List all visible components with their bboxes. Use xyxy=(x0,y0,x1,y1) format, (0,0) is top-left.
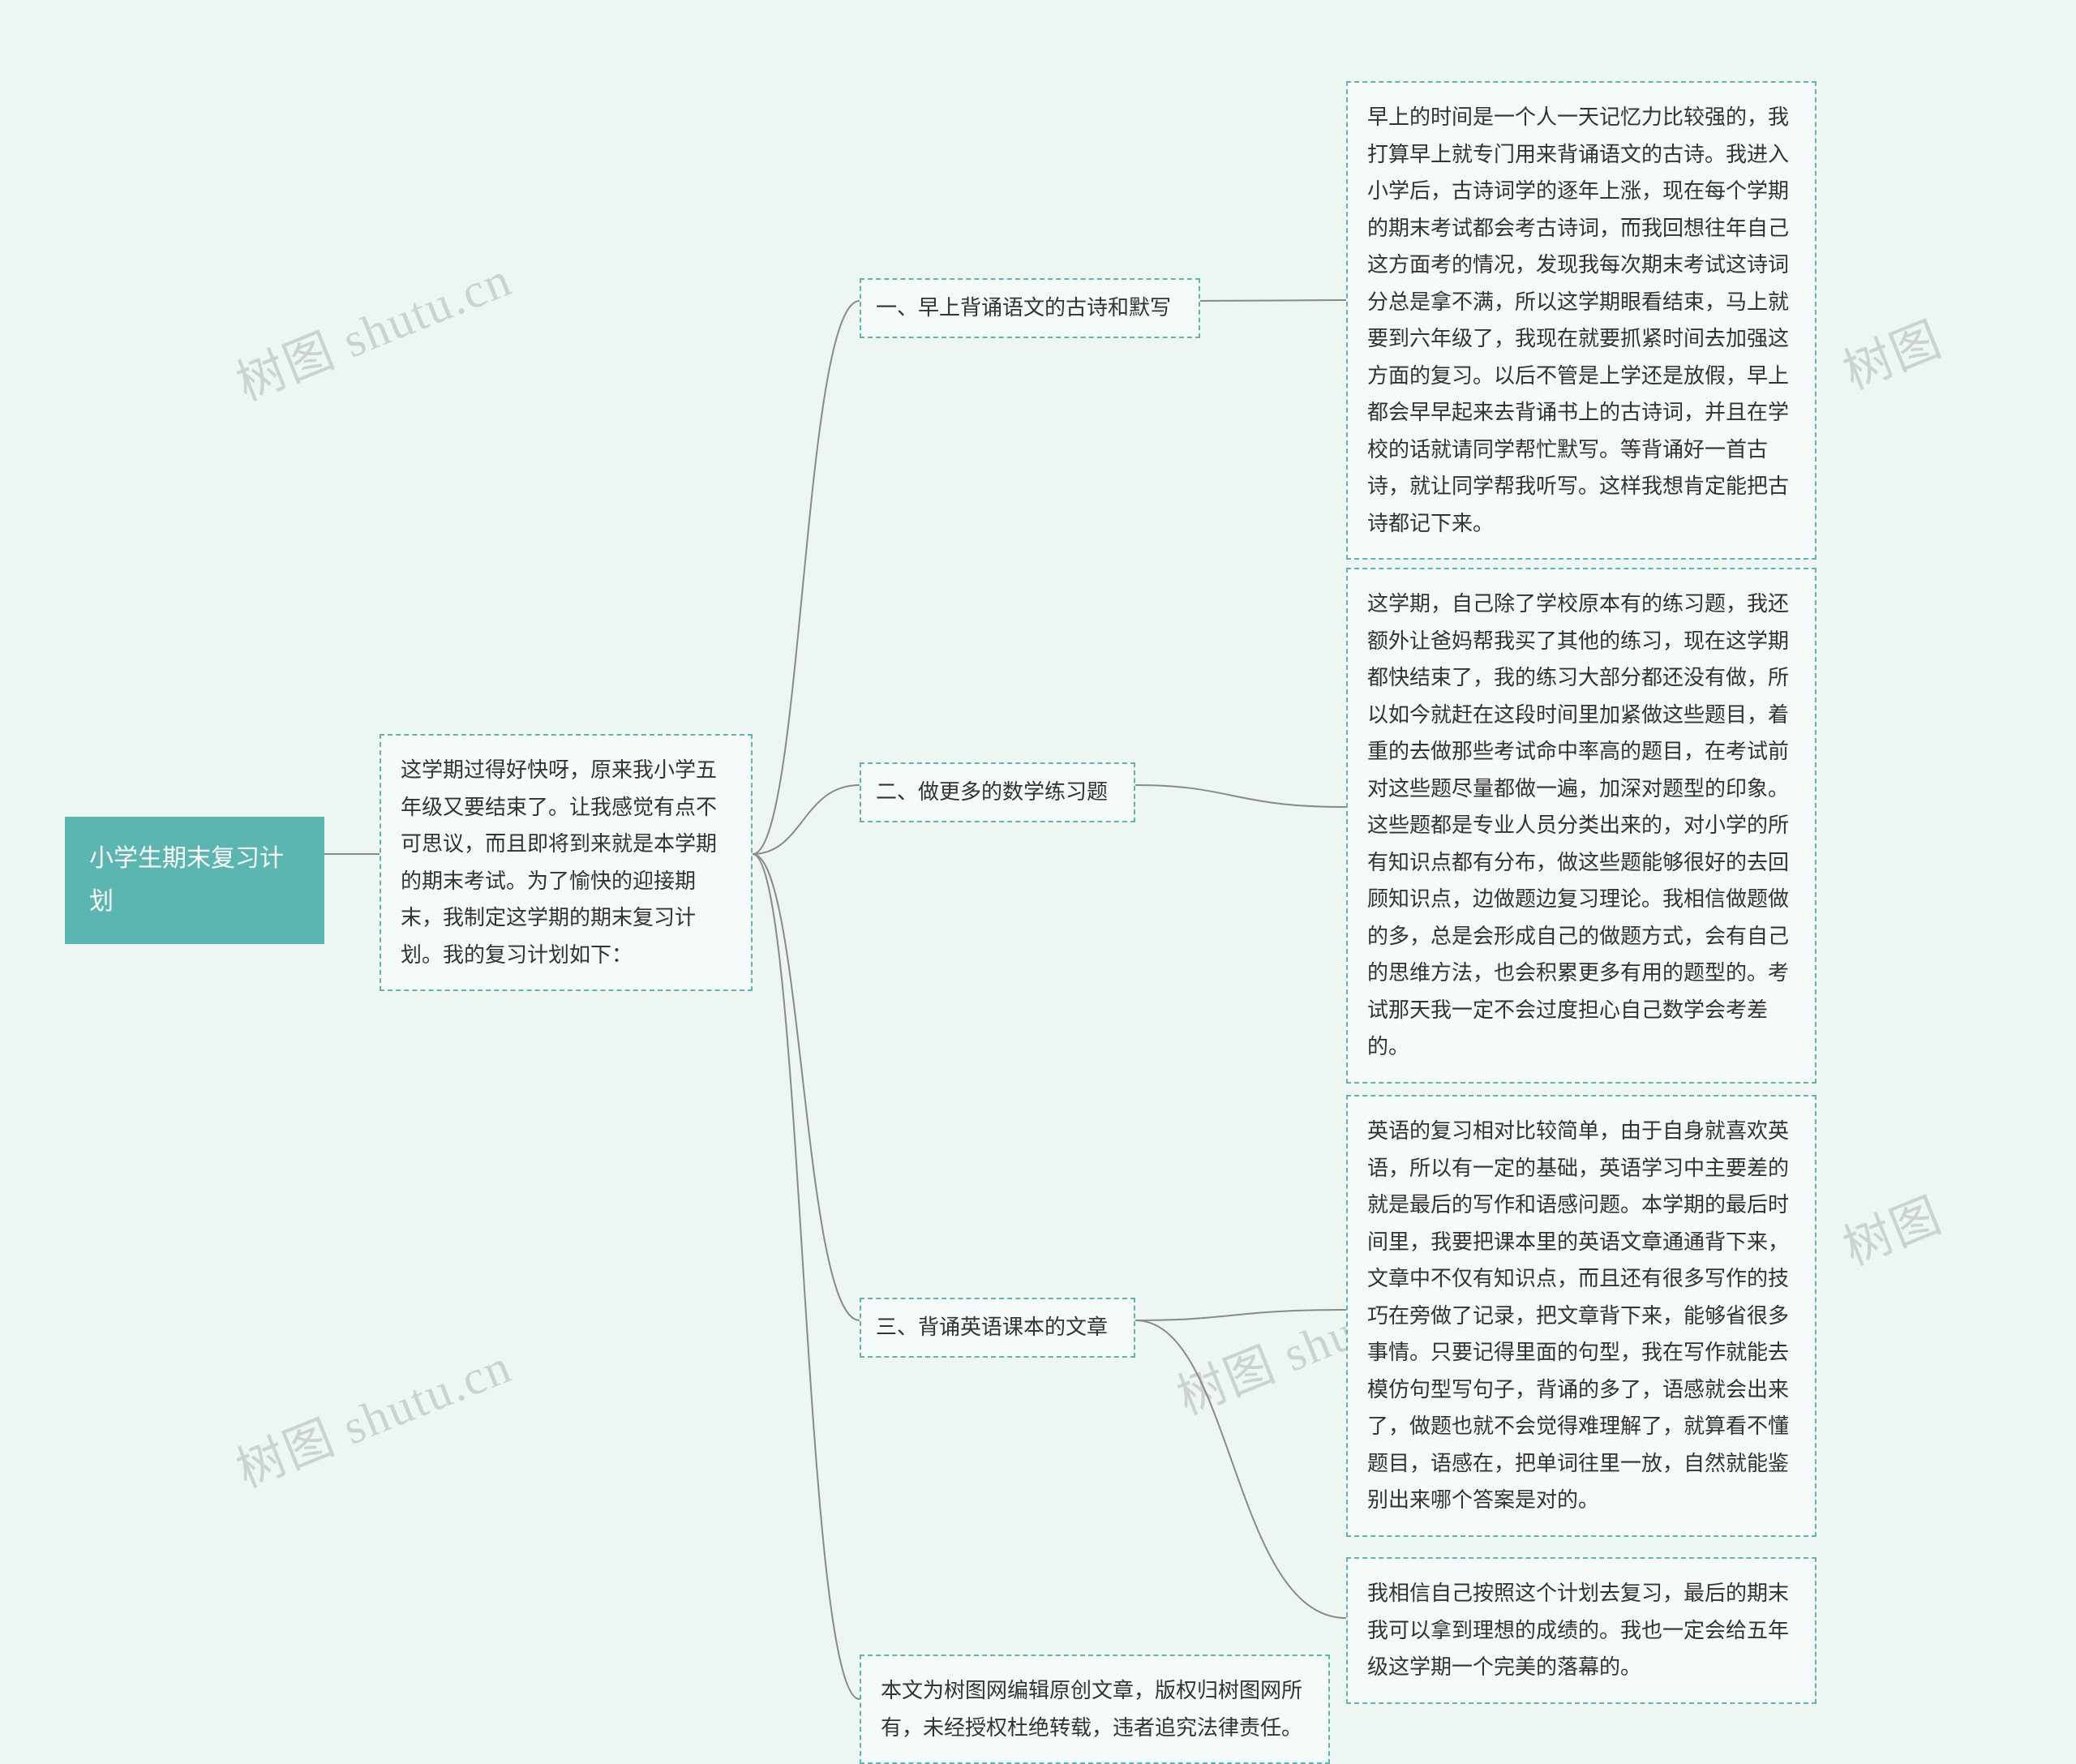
intro-text: 这学期过得好快呀，原来我小学五年级又要结束了。让我感觉有点不可思议，而且即将到来… xyxy=(401,752,731,973)
watermark: 树图 shutu.cn xyxy=(225,1327,521,1501)
watermark: 树图 xyxy=(1831,1176,1951,1279)
section2-title: 二、做更多的数学练习题 xyxy=(876,774,1119,811)
intro-node: 这学期过得好快呀，原来我小学五年级又要结束了。让我感觉有点不可思议，而且即将到来… xyxy=(380,734,753,991)
section3-title-node: 三、背诵英语课本的文章 xyxy=(860,1298,1135,1358)
watermark: 树图 shutu.cn xyxy=(225,240,521,414)
section2-body-node: 这学期，自己除了学校原本有的练习题，我还额外让爸妈帮我买了其他的练习，现在这学期… xyxy=(1346,568,1816,1084)
section1-body-node: 早上的时间是一个人一天记忆力比较强的，我打算早上就专门用来背诵语文的古诗。我进入… xyxy=(1346,81,1816,560)
footer-node: 本文为树图网编辑原创文章，版权归树图网所有，未经授权杜绝转载，违者追究法律责任。 xyxy=(860,1655,1330,1764)
section1-body: 早上的时间是一个人一天记忆力比较强的，我打算早上就专门用来背诵语文的古诗。我进入… xyxy=(1367,99,1795,542)
section2-title-node: 二、做更多的数学练习题 xyxy=(860,762,1135,822)
section2-body: 这学期，自己除了学校原本有的练习题，我还额外让爸妈帮我买了其他的练习，现在这学期… xyxy=(1367,586,1795,1066)
closing-node: 我相信自己按照这个计划去复习，最后的期末我可以拿到理想的成绩的。我也一定会给五年… xyxy=(1346,1557,1816,1704)
closing-text: 我相信自己按照这个计划去复习，最后的期末我可以拿到理想的成绩的。我也一定会给五年… xyxy=(1367,1575,1795,1686)
section1-title: 一、早上背诵语文的古诗和默写 xyxy=(876,290,1184,327)
root-label: 小学生期末复习计划 xyxy=(89,838,300,923)
section3-title: 三、背诵英语课本的文章 xyxy=(876,1309,1119,1346)
watermark: 树图 xyxy=(1831,300,1951,403)
footer-text: 本文为树图网编辑原创文章，版权归树图网所有，未经授权杜绝转载，违者追究法律责任。 xyxy=(881,1672,1309,1746)
section3-body-node: 英语的复习相对比较简单，由于自身就喜欢英语，所以有一定的基础，英语学习中主要差的… xyxy=(1346,1095,1816,1537)
root-node: 小学生期末复习计划 xyxy=(65,817,324,944)
section3-body: 英语的复习相对比较简单，由于自身就喜欢英语，所以有一定的基础，英语学习中主要差的… xyxy=(1367,1113,1795,1519)
section1-title-node: 一、早上背诵语文的古诗和默写 xyxy=(860,278,1200,338)
